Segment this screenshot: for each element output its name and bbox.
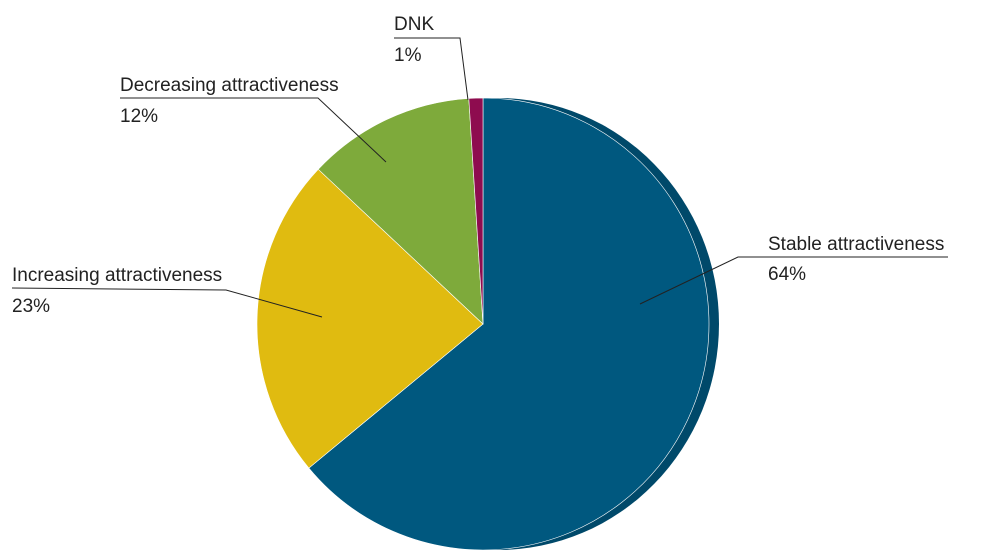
pie-slice-increasing xyxy=(256,168,484,469)
slice-label-increasing-name: Increasing attractiveness xyxy=(12,265,222,286)
slice-label-decreasing-value: 12% xyxy=(120,106,158,127)
leader-line-decreasing xyxy=(120,97,387,163)
slice-label-stable: Stable attractiveness 64% xyxy=(768,234,944,285)
slice-label-decreasing-name: Decreasing attractiveness xyxy=(120,75,339,96)
slice-label-stable-name: Stable attractiveness xyxy=(768,234,944,255)
slice-label-dnk: DNK 1% xyxy=(394,14,434,66)
slice-label-dnk-value: 1% xyxy=(394,45,422,66)
slice-label-increasing: Increasing attractiveness 23% xyxy=(12,265,222,317)
pie-slices xyxy=(256,97,710,551)
leader-line-dnk xyxy=(394,37,469,101)
slice-label-increasing-value: 23% xyxy=(12,296,50,317)
leader-line-increasing xyxy=(11,287,323,318)
pie-slice-decreasing xyxy=(317,98,484,325)
pie-leader-lines xyxy=(11,37,948,318)
pie-slice-stable xyxy=(308,97,710,551)
slice-label-decreasing: Decreasing attractiveness 12% xyxy=(120,75,339,127)
leader-line-stable xyxy=(639,256,948,305)
pie-slice-dnk xyxy=(468,97,484,325)
slice-label-dnk-name: DNK xyxy=(394,14,434,35)
slice-label-stable-value: 64% xyxy=(768,264,806,285)
